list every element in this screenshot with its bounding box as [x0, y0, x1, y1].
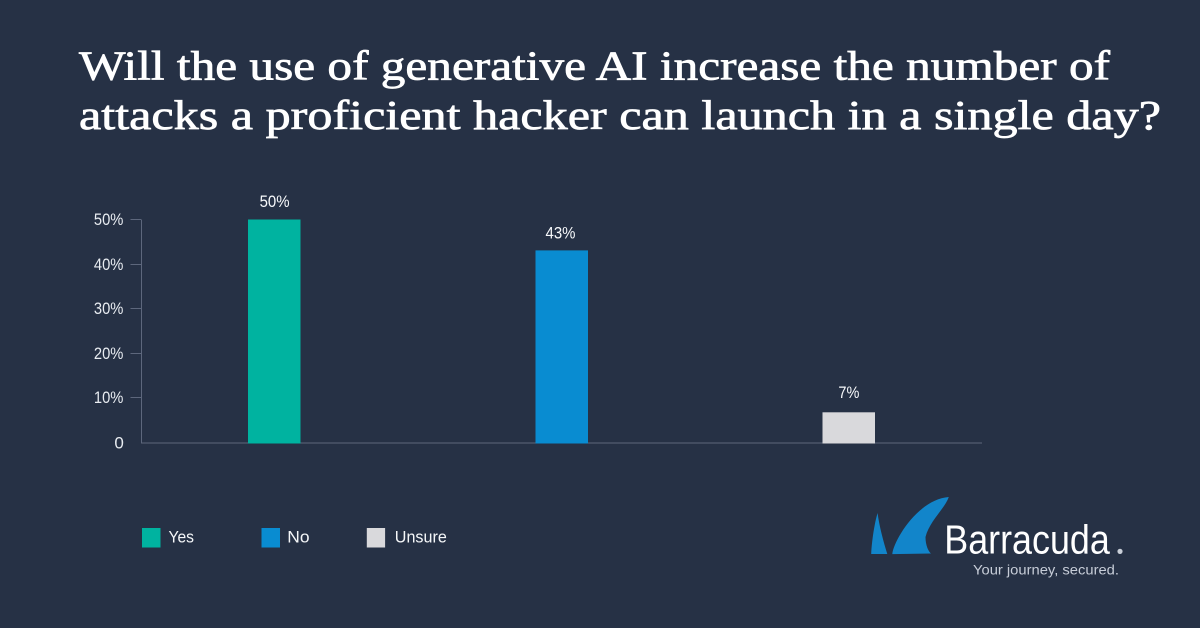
svg-text:Yes: Yes [169, 527, 195, 546]
svg-text:attacks a proficient hacker ca: attacks a proficient hacker can launch i… [79, 92, 1161, 138]
svg-text:Unsure: Unsure [395, 527, 447, 546]
svg-text:50%: 50% [94, 210, 124, 229]
svg-text:20%: 20% [94, 344, 124, 363]
svg-text:Barracuda: Barracuda [944, 516, 1110, 562]
svg-text:No: No [287, 527, 309, 546]
svg-text:43%: 43% [546, 224, 576, 243]
svg-text:40%: 40% [94, 255, 124, 274]
svg-text:50%: 50% [260, 192, 290, 211]
svg-text:7%: 7% [838, 383, 859, 402]
svg-text:0: 0 [114, 433, 123, 452]
svg-text:10%: 10% [94, 388, 124, 407]
svg-text:Will the use of generative AI: Will the use of generative AI increase t… [79, 43, 1110, 89]
svg-text:Your journey, secured.: Your journey, secured. [973, 563, 1119, 578]
svg-text:30%: 30% [94, 299, 124, 318]
